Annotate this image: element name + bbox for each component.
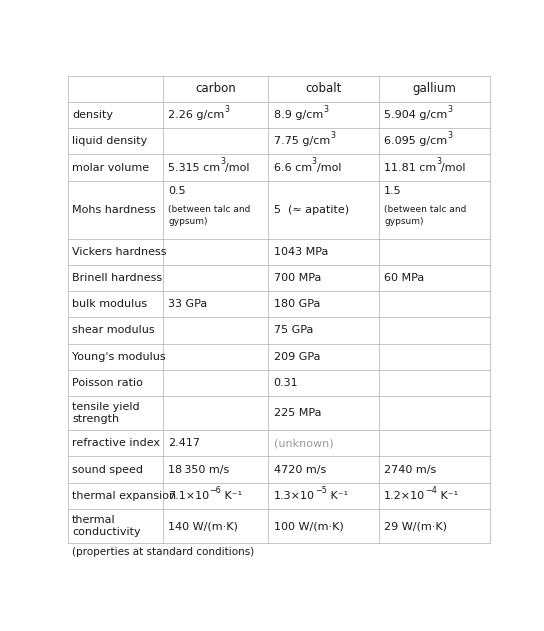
Text: 6.6 cm: 6.6 cm [274,163,312,173]
Text: −4: −4 [425,485,437,495]
Text: bulk modulus: bulk modulus [72,299,147,309]
Text: (between talc and: (between talc and [384,205,467,214]
Text: 18 350 m/s: 18 350 m/s [168,464,230,475]
Text: thermal: thermal [72,515,116,525]
Text: carbon: carbon [195,83,236,95]
Text: Poisson ratio: Poisson ratio [72,378,143,388]
Text: refractive index: refractive index [72,439,160,449]
Text: density: density [72,110,113,120]
Text: 140 W/(m·K): 140 W/(m·K) [168,521,238,531]
Text: gypsum): gypsum) [168,216,208,226]
Text: 3: 3 [330,131,335,140]
Text: thermal expansion: thermal expansion [72,491,176,501]
Text: 700 MPa: 700 MPa [274,273,321,283]
Text: 209 GPa: 209 GPa [274,351,320,362]
Text: 1.2×10: 1.2×10 [384,491,425,501]
Text: gallium: gallium [412,83,456,95]
Text: 8.9 g/cm: 8.9 g/cm [274,110,323,120]
Text: 100 W/(m·K): 100 W/(m·K) [274,521,343,531]
Text: 225 MPa: 225 MPa [274,408,322,418]
Text: liquid density: liquid density [72,136,147,146]
Text: shear modulus: shear modulus [72,326,155,336]
Text: gypsum): gypsum) [384,216,424,226]
Text: 3: 3 [447,131,452,140]
Text: 5  (≈ apatite): 5 (≈ apatite) [274,204,349,215]
Text: K⁻¹: K⁻¹ [326,491,348,501]
Text: 7.1×10: 7.1×10 [168,491,209,501]
Text: 3: 3 [448,105,453,114]
Text: 3: 3 [436,157,441,167]
Text: 60 MPa: 60 MPa [384,273,424,283]
Text: 3: 3 [225,105,230,114]
Text: /mol: /mol [441,163,466,173]
Text: K⁻¹: K⁻¹ [437,491,458,501]
Text: 2740 m/s: 2740 m/s [384,464,436,475]
Text: 7.75 g/cm: 7.75 g/cm [274,136,330,146]
Text: 1043 MPa: 1043 MPa [274,247,328,257]
Text: conductivity: conductivity [72,528,141,537]
Text: /mol: /mol [317,163,342,173]
Text: 11.81 cm: 11.81 cm [384,163,436,173]
Text: 3: 3 [323,105,328,114]
Text: 4720 m/s: 4720 m/s [274,464,326,475]
Text: 3: 3 [312,157,317,167]
Text: (between talc and: (between talc and [168,205,251,214]
Text: 2.26 g/cm: 2.26 g/cm [168,110,225,120]
Text: 33 GPa: 33 GPa [168,299,208,309]
Text: 5.904 g/cm: 5.904 g/cm [384,110,448,120]
Text: 0.31: 0.31 [274,378,298,388]
Text: Brinell hardness: Brinell hardness [72,273,162,283]
Text: 180 GPa: 180 GPa [274,299,320,309]
Text: 1.3×10: 1.3×10 [274,491,315,501]
Text: molar volume: molar volume [72,163,150,173]
Text: cobalt: cobalt [305,83,342,95]
Text: K⁻¹: K⁻¹ [221,491,242,501]
Text: 29 W/(m·K): 29 W/(m·K) [384,521,447,531]
Text: 0.5: 0.5 [168,186,186,196]
Text: strength: strength [72,415,119,424]
Text: Vickers hardness: Vickers hardness [72,247,166,257]
Text: /mol: /mol [225,163,250,173]
Text: Young's modulus: Young's modulus [72,351,166,362]
Text: −5: −5 [315,485,326,495]
Text: (properties at standard conditions): (properties at standard conditions) [72,547,255,557]
Text: 3: 3 [220,157,225,167]
Text: Mohs hardness: Mohs hardness [72,204,156,215]
Text: −6: −6 [209,485,221,495]
Text: (unknown): (unknown) [274,439,333,449]
Text: 5.315 cm: 5.315 cm [168,163,220,173]
Text: 1.5: 1.5 [384,186,402,196]
Text: 75 GPa: 75 GPa [274,326,313,336]
Text: tensile yield: tensile yield [72,402,140,412]
Text: 2.417: 2.417 [168,439,200,449]
Text: sound speed: sound speed [72,464,143,475]
Text: 6.095 g/cm: 6.095 g/cm [384,136,447,146]
